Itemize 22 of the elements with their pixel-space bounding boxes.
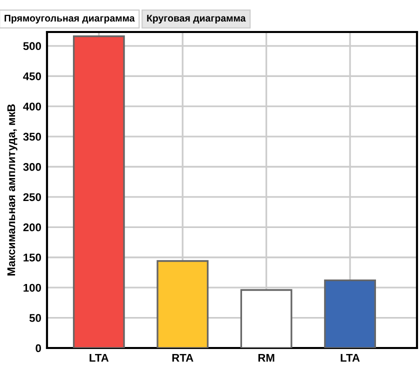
bar <box>240 289 292 348</box>
y-tick-label: 250 <box>23 193 41 202</box>
bar <box>156 260 209 348</box>
y-tick-label: 300 <box>23 163 41 171</box>
y-tick-label: 100 <box>24 284 41 292</box>
y-axis-title: Максимальная амплитуда, мкВ <box>7 104 18 276</box>
y-tick-label: 50 <box>29 314 41 322</box>
x-tick-label: RM <box>258 354 274 362</box>
y-tick-label: 0 <box>36 344 41 352</box>
x-tick-label: RTA <box>172 354 194 362</box>
text: Круговая диаграмма <box>147 14 246 24</box>
y-tick-label: 150 <box>24 254 41 262</box>
bar <box>324 279 376 348</box>
y-tick-label: 500 <box>23 42 41 50</box>
bar <box>72 35 125 348</box>
y-tick-label: 350 <box>23 132 41 141</box>
x-tick-label: LTA <box>340 354 360 362</box>
x-tick-label: LTA <box>90 354 109 362</box>
y-tick-label: 400 <box>23 102 41 110</box>
text: Прямоугольная диаграмма <box>4 14 135 24</box>
y-tick-label: 450 <box>23 72 41 80</box>
y-tick-label: 200 <box>23 223 41 232</box>
